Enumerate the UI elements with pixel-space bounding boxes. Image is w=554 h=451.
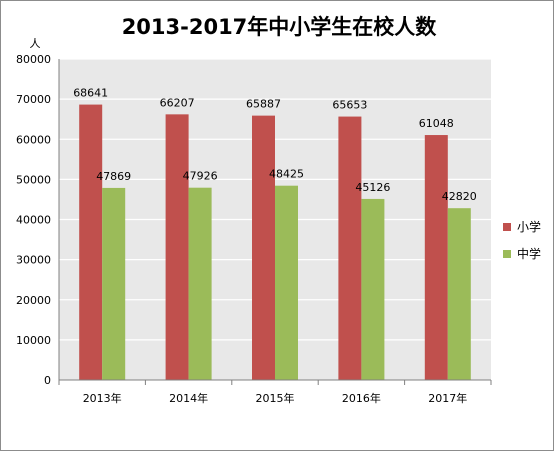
x-tick-label: 2015年 xyxy=(256,391,295,405)
legend-label: 小学 xyxy=(517,219,541,234)
bar-secondary xyxy=(102,187,126,380)
y-tick-label: 40000 xyxy=(16,214,51,227)
bar-primary xyxy=(252,115,275,380)
bar-secondary xyxy=(275,185,298,380)
bar-primary xyxy=(79,104,103,380)
axes: 0 10000 20000 30000 40000 50000 60000 70000 8000… xyxy=(16,53,492,405)
bar-secondary xyxy=(188,187,212,380)
bar-primary xyxy=(165,114,189,380)
y-tick-label: 50000 xyxy=(16,173,51,186)
data-label: 68641 xyxy=(73,87,108,100)
y-tick-label: 70000 xyxy=(16,93,51,106)
data-label: 65653 xyxy=(332,99,367,112)
legend-label: 中学 xyxy=(517,246,541,261)
data-label: 66207 xyxy=(160,96,195,109)
data-label: 48425 xyxy=(269,168,304,181)
legend-swatch xyxy=(503,250,511,258)
y-tick-label: 60000 xyxy=(16,133,51,146)
data-label: 61048 xyxy=(419,117,454,130)
data-label: 42820 xyxy=(442,190,477,203)
y-tick-label: 10000 xyxy=(16,334,51,347)
bars: 68641 47869 66207 47926 65887 48425 65653 45126… xyxy=(73,87,477,381)
data-label: 47926 xyxy=(183,170,218,183)
legend-swatch xyxy=(503,223,511,231)
bar-secondary xyxy=(447,208,471,380)
x-tick-label: 2014年 xyxy=(169,391,208,405)
data-label: 47869 xyxy=(96,170,131,183)
x-tick-label: 2013年 xyxy=(83,391,122,405)
y-tick-label: 20000 xyxy=(16,294,51,307)
x-tick-label: 2016年 xyxy=(342,391,381,405)
bar-primary xyxy=(424,135,448,380)
bar-primary xyxy=(338,116,362,381)
y-tick-label: 80000 xyxy=(16,53,51,66)
data-label: 65887 xyxy=(246,98,281,111)
y-tick-label: 30000 xyxy=(16,254,51,267)
y-axis-label: 人 xyxy=(30,37,41,50)
y-tick-label: 0 xyxy=(44,374,51,387)
data-label: 45126 xyxy=(355,181,390,194)
chart-title: 2013-2017年中小学生在校人数 xyxy=(122,15,438,39)
bar-secondary xyxy=(361,198,385,380)
x-tick-label: 2017年 xyxy=(428,391,467,405)
